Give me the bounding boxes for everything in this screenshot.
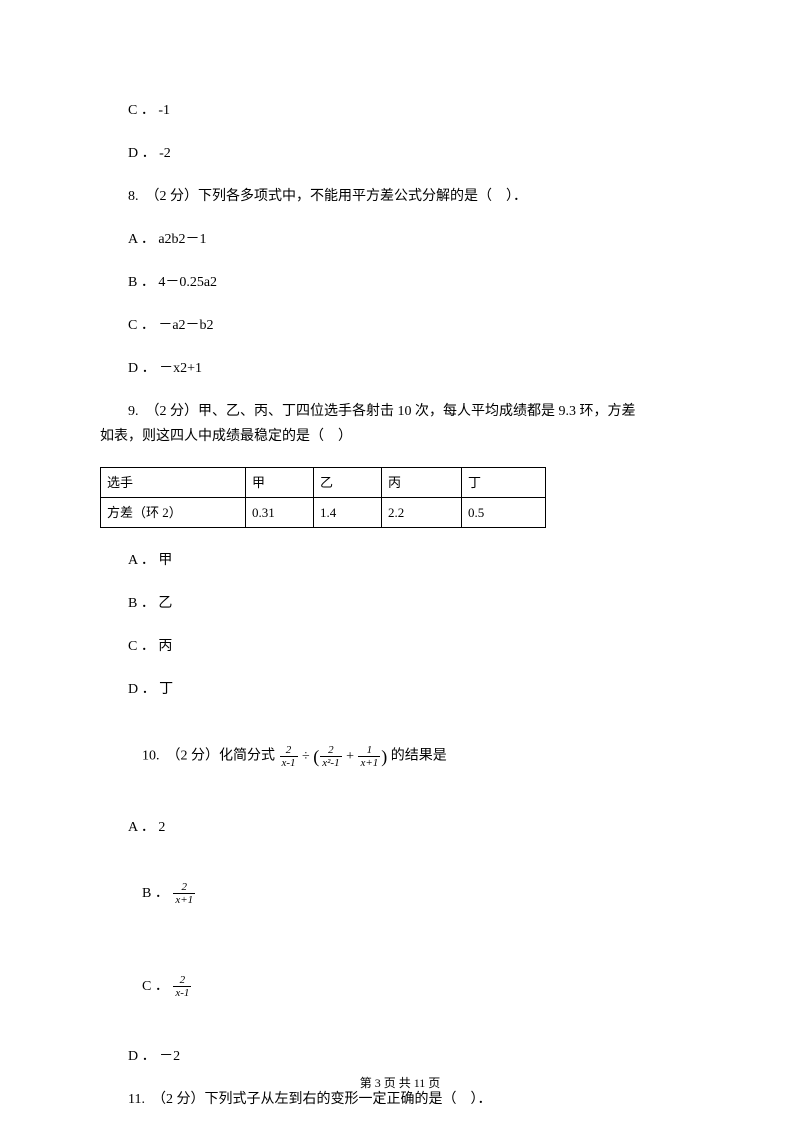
q10-option-b: B ． 2x+1 — [128, 860, 700, 927]
q9-option-d: D ． 丁 — [128, 679, 700, 700]
q9-variance-table: 选手甲乙丙丁方差（环 2）0.311.42.20.5 — [100, 467, 546, 528]
q8-option-d: D ． －x2+1 — [128, 358, 700, 379]
q7-option-c: C ． -1 — [128, 100, 700, 121]
q8-option-c: C ． －a2－b2 — [128, 315, 700, 336]
q8-option-a: A ． a2b2－1 — [128, 229, 700, 250]
table-header-cell: 选手 — [101, 468, 246, 498]
q9-stem-line1: 9. （2 分）甲、乙、丙、丁四位选手各射击 10 次，每人平均成绩都是 9.3… — [128, 401, 700, 422]
table-header-cell: 丁 — [462, 468, 546, 498]
q10-stem: 10. （2 分）化简分式 2x-1 ÷ (2x²-1 + 1x+1) 的结果是 — [128, 722, 700, 791]
page-footer: 第 3 页 共 11 页 — [0, 1074, 800, 1092]
q10-option-a: A ． 2 — [128, 817, 700, 838]
table-value-cell: 0.31 — [246, 498, 314, 528]
q9-option-b: B ． 乙 — [128, 593, 700, 614]
q9-option-c: C ． 丙 — [128, 636, 700, 657]
q10-option-d: D ． －2 — [128, 1046, 700, 1067]
q10-stem-prefix: 10. （2 分）化简分式 — [142, 749, 279, 764]
q8-option-b: B ． 4－0.25a2 — [128, 272, 700, 293]
q8-stem: 8. （2 分）下列各多项式中，不能用平方差公式分解的是（ ）． — [128, 186, 700, 207]
table-header-cell: 乙 — [314, 468, 382, 498]
q9-stem-line2: 如表，则这四人中成绩最稳定的是（ ） — [100, 426, 700, 447]
table-row-label: 方差（环 2） — [101, 498, 246, 528]
q10-formula: 2x-1 ÷ (2x²-1 + 1x+1) — [279, 749, 388, 764]
table-header-cell: 丙 — [382, 468, 462, 498]
table-header-cell: 甲 — [246, 468, 314, 498]
q11-stem: 11. （2 分）下列式子从左到右的变形一定正确的是（ ）． — [128, 1089, 700, 1110]
q9-option-a: A ． 甲 — [128, 550, 700, 571]
table-value-cell: 2.2 — [382, 498, 462, 528]
q10-option-c: C ． 2x-1 — [128, 953, 700, 1020]
q7-option-d: D ． -2 — [128, 143, 700, 164]
table-value-cell: 1.4 — [314, 498, 382, 528]
q10-stem-suffix: 的结果是 — [387, 749, 447, 764]
table-value-cell: 0.5 — [462, 498, 546, 528]
